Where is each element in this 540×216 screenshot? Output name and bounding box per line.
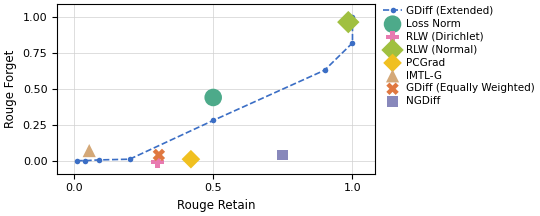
GDiff (Extended) <box>96 159 102 161</box>
Y-axis label: Rouge Forget: Rouge Forget <box>4 50 17 128</box>
Loss Norm <box>209 96 218 99</box>
GDiff (Extended) <box>126 158 133 160</box>
PCGrad <box>187 157 195 161</box>
Line: GDiff (Extended): GDiff (Extended) <box>74 14 355 164</box>
X-axis label: Rouge Retain: Rouge Retain <box>177 199 255 212</box>
NGDiff <box>279 153 287 157</box>
GDiff (Extended) <box>349 42 356 44</box>
GDiff (Equally Weighted) <box>154 153 163 157</box>
GDiff (Extended) <box>210 119 217 122</box>
GDiff (Extended) <box>73 159 80 162</box>
Legend: GDiff (Extended), Loss Norm, RLW (Dirichlet), RLW (Normal), PCGrad, IMTL-G, GDif: GDiff (Extended), Loss Norm, RLW (Dirich… <box>383 6 535 106</box>
IMTL-G <box>85 149 93 152</box>
RLW (Normal) <box>344 20 353 24</box>
GDiff (Extended) <box>349 16 356 18</box>
GDiff (Extended) <box>321 69 328 71</box>
RLW (Dirichlet) <box>153 160 162 164</box>
GDiff (Extended) <box>82 159 89 162</box>
